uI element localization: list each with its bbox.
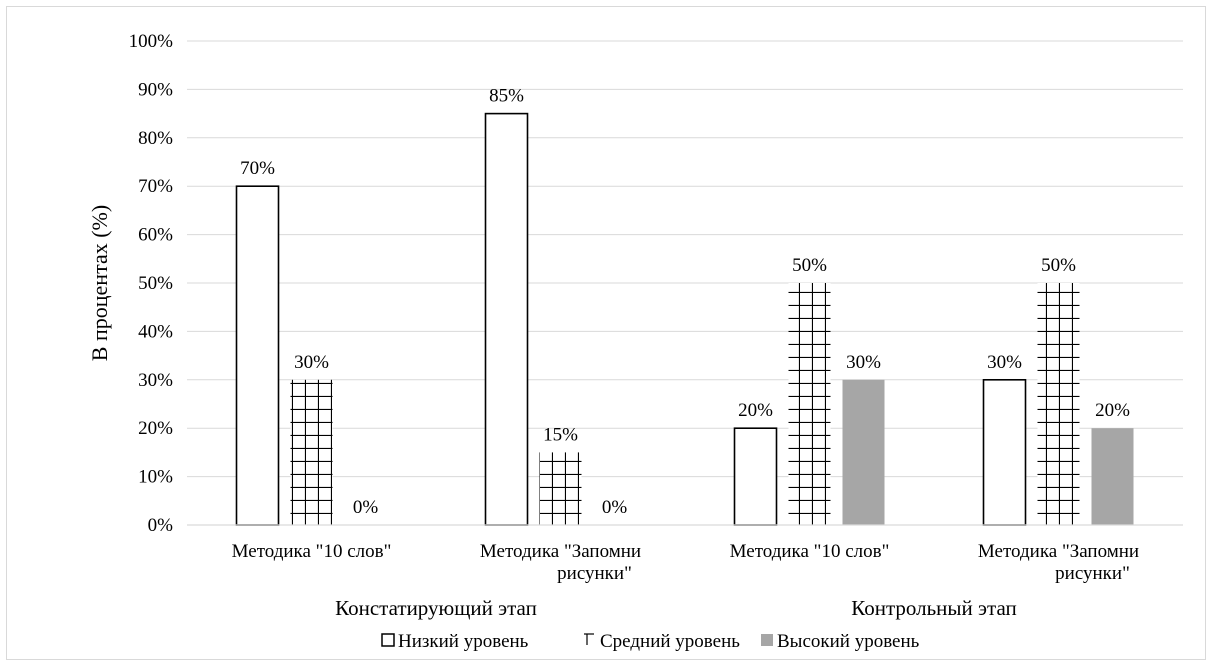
bar-solid [842,379,885,525]
category-label: Методика "10 слов" [232,541,392,562]
bar-outline [982,378,1027,526]
data-label: 15% [543,424,578,445]
data-label: 0% [353,497,379,518]
data-label: 30% [846,352,881,373]
y-tick-label: 60% [138,225,173,246]
data-label: 20% [1095,400,1130,421]
chart-container: 0% 10% 20% 30% 40% 50% 60% 70% 80% 90% 100% В проце… [6,6,1206,660]
data-label: 50% [792,255,827,276]
legend-label: Высокий уровень [777,631,920,652]
y-tick-label: 100% [129,31,174,52]
data-label: 30% [294,352,329,373]
group-label: Констатирующий этап [335,596,537,620]
legend-label: Средний уровень [600,631,740,652]
legend-swatch-low [381,633,395,647]
category-label: рисунки" [557,563,632,584]
bar-grid-pattern [290,379,333,525]
category-label: Методика "Запомни [480,541,641,562]
category-label: Методика "10 слов" [730,541,890,562]
bar-outline [235,185,280,526]
bar-grid-pattern [788,283,831,525]
data-label: 20% [738,400,773,421]
data-label: 70% [240,158,275,179]
bar-solid [1091,428,1134,525]
category-label: Методика "Запомни [978,541,1139,562]
y-tick-label: 30% [138,370,173,391]
data-label: 0% [602,497,628,518]
y-tick-label: 40% [138,321,173,342]
data-label: 85% [489,86,524,107]
data-label: 50% [1041,255,1076,276]
legend-swatch-medium [584,633,594,645]
y-tick-label: 80% [138,128,173,149]
bar-grid-pattern [539,452,582,525]
category-label: рисунки" [1055,563,1130,584]
y-tick-label: 90% [138,79,173,100]
y-axis-label: В процентах (%) [87,205,112,361]
y-tick-label: 10% [138,467,173,488]
group-label: Контрольный этап [851,596,1016,620]
bar-outline [484,112,529,526]
legend-label: Низкий уровень [398,631,529,652]
y-tick-label: 70% [138,176,173,197]
bar-chart: 0% 10% 20% 30% 40% 50% 60% 70% 80% 90% 100% В проце… [87,31,1183,652]
y-tick-label: 0% [148,515,174,536]
y-tick-label: 20% [138,418,173,439]
bar-grid-pattern [1037,283,1080,525]
y-tick-label: 50% [138,273,173,294]
bar-outline [733,427,778,526]
data-label: 30% [987,352,1022,373]
legend-swatch-high [761,634,773,646]
